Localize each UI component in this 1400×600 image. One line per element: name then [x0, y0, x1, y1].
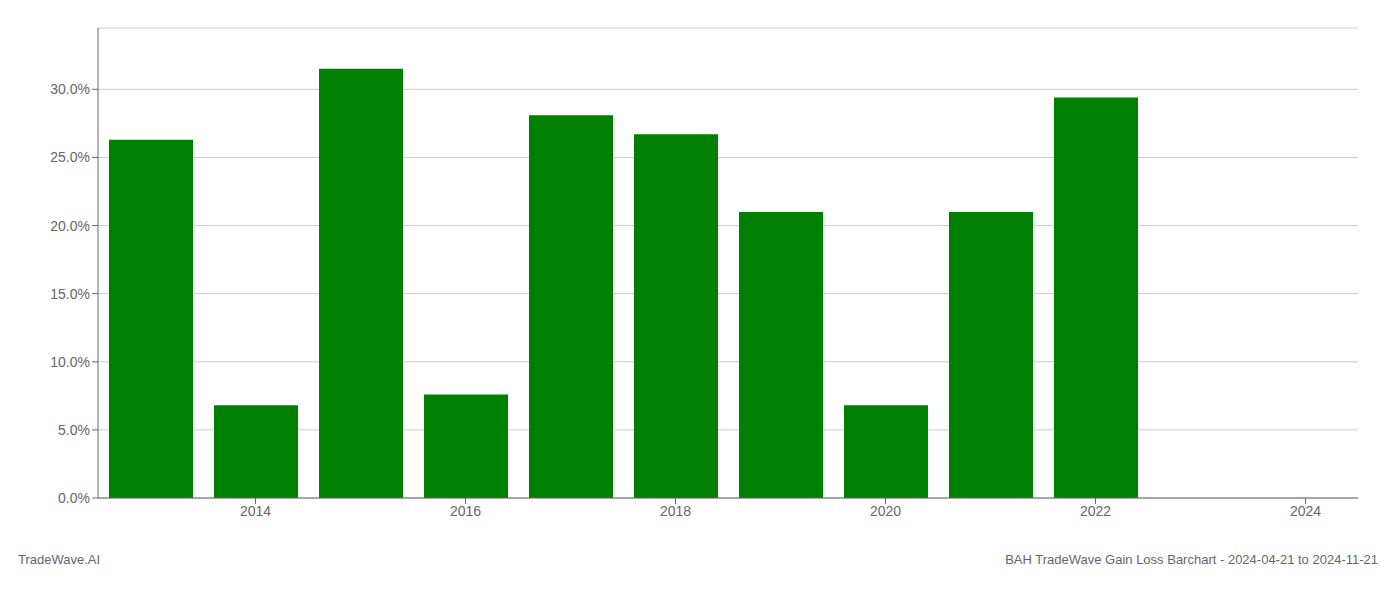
svg-text:10.0%: 10.0%	[50, 354, 90, 370]
svg-text:2020: 2020	[870, 503, 901, 519]
svg-text:25.0%: 25.0%	[50, 149, 90, 165]
svg-text:2016: 2016	[450, 503, 481, 519]
svg-text:5.0%: 5.0%	[58, 422, 90, 438]
svg-text:15.0%: 15.0%	[50, 286, 90, 302]
svg-text:30.0%: 30.0%	[50, 81, 90, 97]
svg-text:2022: 2022	[1080, 503, 1111, 519]
svg-text:2024: 2024	[1290, 503, 1321, 519]
svg-text:0.0%: 0.0%	[58, 490, 90, 506]
svg-text:2018: 2018	[660, 503, 691, 519]
html-text:BAH TradeWave Gain Loss Barcha: BAH TradeWave Gain Loss Barchart - 2024-…	[1005, 552, 1378, 567]
html-text:TradeWave.AI: TradeWave.AI	[18, 552, 101, 567]
svg-text:2014: 2014	[240, 503, 271, 519]
svg-text:20.0%: 20.0%	[50, 218, 90, 234]
